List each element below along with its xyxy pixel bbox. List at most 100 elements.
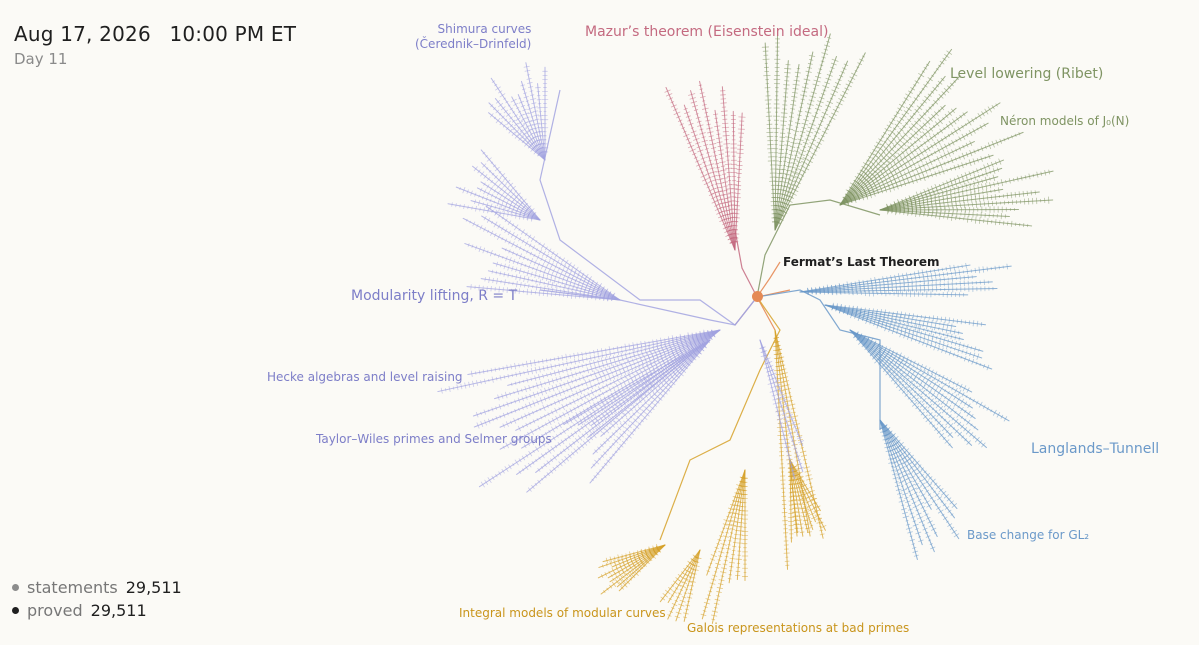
tree-edge xyxy=(897,152,902,158)
tree-edge xyxy=(493,232,497,238)
tree-edge xyxy=(881,363,885,367)
tree-edge xyxy=(981,173,984,177)
tree-edge xyxy=(586,374,588,378)
tree-edge xyxy=(718,583,724,585)
tree-edge xyxy=(849,329,954,438)
tree-edge xyxy=(539,381,543,388)
tree-edge xyxy=(873,170,877,174)
tree-edge xyxy=(703,144,709,147)
tree-edge xyxy=(528,243,532,248)
tree-edge xyxy=(916,486,922,490)
tree-edge xyxy=(922,122,927,127)
tree-edge xyxy=(718,153,724,155)
tree-edge xyxy=(824,304,963,334)
tree-edge xyxy=(732,512,739,515)
tree-edge xyxy=(715,170,722,173)
tree-edge xyxy=(500,202,504,208)
tree-edge xyxy=(714,162,720,165)
tree-edge xyxy=(865,318,869,324)
tree-edge xyxy=(802,519,807,522)
tree-edge xyxy=(725,527,731,530)
tree-edge xyxy=(960,416,964,419)
tree-edge xyxy=(919,124,925,131)
tree-edge xyxy=(568,443,573,448)
tree-edge xyxy=(945,430,949,433)
tree-edge xyxy=(634,377,639,383)
tree-edge xyxy=(953,264,955,271)
tree-edge xyxy=(948,317,951,324)
tree-edge xyxy=(936,383,941,389)
tree-edge xyxy=(806,163,811,167)
tree-edge xyxy=(789,146,796,148)
tree-edge xyxy=(940,106,945,111)
tree-edge xyxy=(704,115,710,118)
tree-edge xyxy=(567,435,571,440)
tree-edge xyxy=(605,357,607,363)
tree-edge xyxy=(908,181,910,185)
tree-edge xyxy=(617,396,621,402)
tree-edge xyxy=(658,361,661,365)
tree-edge xyxy=(811,152,817,156)
tree-edge xyxy=(895,208,897,216)
tree-edge xyxy=(624,352,627,357)
tree-edge xyxy=(936,506,941,510)
tree-edge xyxy=(612,453,615,457)
tree-edge xyxy=(519,246,522,250)
tree-edge xyxy=(888,185,892,193)
tree-edge xyxy=(947,405,952,410)
tree-edge xyxy=(819,533,825,536)
tree-edge xyxy=(569,283,571,288)
tree-edge xyxy=(494,195,497,199)
tree-edge xyxy=(698,84,703,86)
tree-edge xyxy=(886,172,889,177)
tree-edge xyxy=(551,417,555,423)
tree-edge xyxy=(613,408,617,414)
tree-edge xyxy=(472,329,721,417)
tree-edge xyxy=(944,135,947,140)
tree-edge xyxy=(680,361,683,364)
tree-edge xyxy=(802,146,807,148)
tree-edge xyxy=(891,365,894,368)
tree-edge xyxy=(902,511,908,515)
tree-edge xyxy=(679,123,684,126)
tree-edge xyxy=(819,521,824,525)
tree-edge xyxy=(538,274,541,279)
tree-edge xyxy=(616,544,666,588)
tree-edge xyxy=(953,394,958,400)
tree-edge xyxy=(609,382,612,386)
tree-edge xyxy=(835,307,838,312)
tree-edge xyxy=(600,454,604,458)
tree-edge xyxy=(673,108,678,111)
tree-edge xyxy=(547,412,550,416)
tree-edge xyxy=(774,60,849,231)
tree-edge xyxy=(459,187,461,191)
tree-edge xyxy=(908,361,912,367)
tree-edge xyxy=(629,578,632,581)
tree-edge xyxy=(900,488,907,492)
tree-edge xyxy=(985,170,988,177)
tree-edge xyxy=(801,499,807,502)
tree-edge xyxy=(558,256,561,260)
tree-edge xyxy=(861,165,866,169)
tree-edge xyxy=(910,475,915,479)
tree-edge xyxy=(466,189,469,194)
tree-edge xyxy=(941,513,945,517)
tree-edge xyxy=(699,88,703,90)
tree-edge xyxy=(879,315,882,322)
tree-edge xyxy=(990,409,993,413)
tree-edge xyxy=(925,119,931,125)
tree-edge xyxy=(630,366,634,372)
tree-edge xyxy=(733,525,741,528)
tree-edge xyxy=(948,378,952,384)
tree-edge xyxy=(933,376,937,381)
tree-edge xyxy=(984,108,989,115)
tree-edge xyxy=(642,385,646,390)
tree-edge xyxy=(842,90,848,95)
tree-edge xyxy=(555,392,558,397)
tree-edge xyxy=(626,560,630,567)
tree-edge xyxy=(879,159,1005,211)
tree-edge xyxy=(930,478,936,484)
tree-edge xyxy=(645,371,649,376)
tree-edge xyxy=(524,232,528,237)
tree-edge xyxy=(881,359,884,363)
